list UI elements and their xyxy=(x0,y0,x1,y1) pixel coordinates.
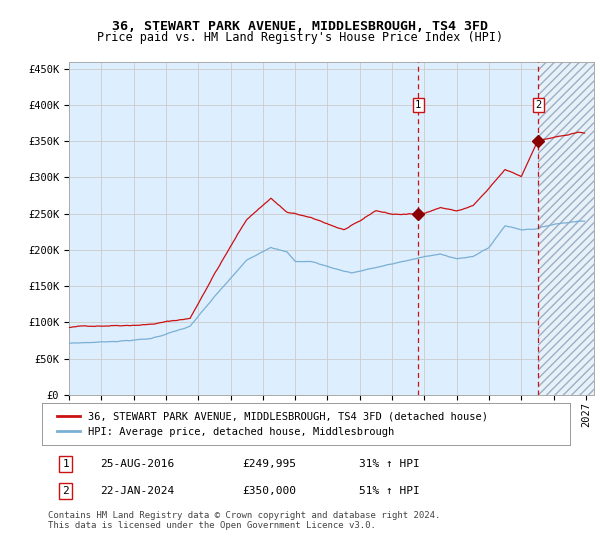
Text: 31% ↑ HPI: 31% ↑ HPI xyxy=(359,459,419,469)
Text: 1: 1 xyxy=(415,100,421,110)
Text: 22-JAN-2024: 22-JAN-2024 xyxy=(100,486,175,496)
Text: Price paid vs. HM Land Registry's House Price Index (HPI): Price paid vs. HM Land Registry's House … xyxy=(97,31,503,44)
Text: 25-AUG-2016: 25-AUG-2016 xyxy=(100,459,175,469)
Legend: 36, STEWART PARK AVENUE, MIDDLESBROUGH, TS4 3FD (detached house), HPI: Average p: 36, STEWART PARK AVENUE, MIDDLESBROUGH, … xyxy=(52,408,492,441)
Text: £350,000: £350,000 xyxy=(242,486,296,496)
Text: Contains HM Land Registry data © Crown copyright and database right 2024.
This d: Contains HM Land Registry data © Crown c… xyxy=(48,511,440,530)
Bar xyxy=(538,62,594,395)
Text: 51% ↑ HPI: 51% ↑ HPI xyxy=(359,486,419,496)
Bar xyxy=(538,62,594,395)
Text: 2: 2 xyxy=(62,486,69,496)
Text: 36, STEWART PARK AVENUE, MIDDLESBROUGH, TS4 3FD: 36, STEWART PARK AVENUE, MIDDLESBROUGH, … xyxy=(112,20,488,32)
Text: 1: 1 xyxy=(62,459,69,469)
Text: £249,995: £249,995 xyxy=(242,459,296,469)
Text: 2: 2 xyxy=(535,100,541,110)
